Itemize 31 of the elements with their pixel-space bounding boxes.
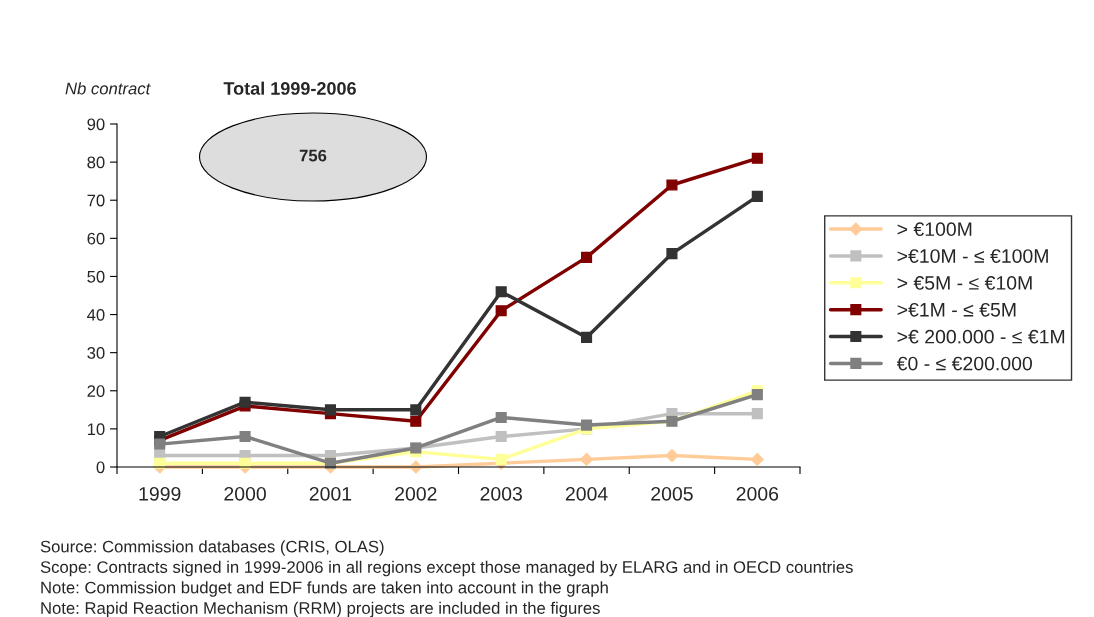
text: Scope: Contracts signed in 1999-2006 in all regions except those managed by ELARG and in OECD countries	[40, 560, 853, 577]
x-tick-label: 2001	[309, 486, 352, 501]
y-tick-label: 70	[87, 194, 105, 207]
text: Note: Rapid Reaction Mechanism (RRM) projects are included in the figures	[41, 601, 600, 617]
y-tick-label: 20	[87, 385, 105, 397]
y-tick-label: 50	[87, 270, 105, 283]
y-tick-label: 40	[87, 308, 105, 321]
x-tick-label: 2005	[651, 486, 693, 501]
legend-label: >€ 200.000 - ≤ €1M	[897, 329, 1065, 344]
x-tick-label: 2006	[736, 486, 779, 501]
y-axis-title: Nb contract	[65, 82, 151, 95]
y-tick-label: 30	[87, 347, 105, 359]
legend-label: €0 - ≤ €200.000	[896, 356, 1032, 371]
y-tick-label: 10	[87, 423, 105, 436]
y-tick-label: 60	[87, 232, 105, 245]
legend-label: >€10M - ≤ €100M	[897, 249, 1048, 263]
chart-title: Total 1999-2006	[223, 81, 356, 95]
legend-label: >€1M - ≤ €5M	[897, 302, 1016, 317]
x-tick-label: 2003	[480, 486, 522, 501]
x-tick-label: 2000	[224, 486, 266, 501]
x-tick-label: 2004	[565, 486, 608, 501]
y-tick-label: 80	[87, 156, 105, 169]
legend-label: > €100M	[897, 222, 972, 237]
y-tick-label: 90	[87, 118, 105, 131]
legend-label: > €5M - ≤ €10M	[897, 276, 1032, 290]
x-tick-label: 2002	[395, 486, 437, 501]
annotation: 756	[299, 149, 327, 162]
x-tick-label: 1999	[139, 486, 181, 501]
y-tick-label: 0	[96, 461, 105, 474]
text: Note: Commission budget and EDF funds are taken into account in the graph	[41, 581, 608, 597]
source-note: Source: Commission databases (CRIS, OLAS)	[40, 540, 384, 556]
